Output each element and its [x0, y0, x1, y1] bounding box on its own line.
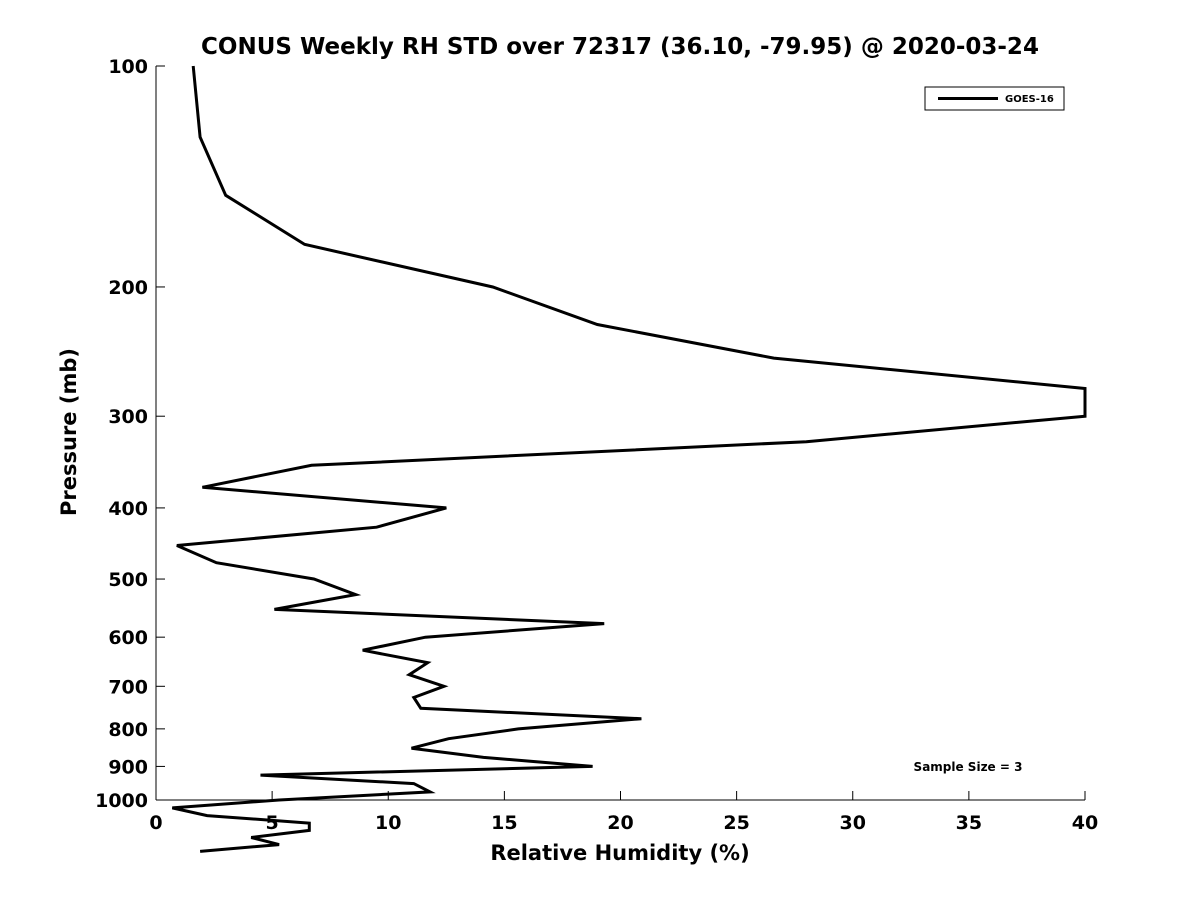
sample-size-annotation: Sample Size = 3 [914, 760, 1023, 774]
x-tick-label: 35 [956, 812, 982, 834]
y-tick-label: 700 [108, 676, 148, 698]
series-line-goes-16 [171, 65, 1087, 853]
y-tick-label: 200 [108, 277, 148, 299]
y-tick-label: 300 [108, 406, 148, 428]
y-tick-label: 500 [108, 569, 148, 591]
x-tick-label: 10 [375, 812, 401, 834]
x-axis-ticks: 0 5 10 15 20 25 30 35 40 [149, 791, 1098, 834]
x-tick-label: 0 [149, 812, 162, 834]
x-tick-label: 20 [607, 812, 633, 834]
y-tick-label: 1000 [95, 790, 148, 812]
y-axis-ticks: 100 200 300 400 500 600 700 800 900 1000 [95, 56, 165, 812]
axes [155, 66, 1085, 801]
x-tick-label: 25 [723, 812, 749, 834]
y-tick-label: 400 [108, 498, 148, 520]
chart-title: CONUS Weekly RH STD over 72317 (36.10, -… [201, 34, 1039, 60]
x-tick-label: 30 [840, 812, 866, 834]
y-axis-label: Pressure (mb) [57, 348, 81, 516]
y-tick-label: 100 [108, 56, 148, 78]
x-tick-label: 15 [491, 812, 517, 834]
y-tick-label: 600 [108, 627, 148, 649]
x-tick-label: 40 [1072, 812, 1098, 834]
legend: GOES-16 [924, 86, 1065, 111]
x-axis-label: Relative Humidity (%) [490, 841, 749, 865]
y-tick-label: 800 [108, 719, 148, 741]
y-tick-label: 900 [108, 756, 148, 778]
legend-label-goes-16: GOES-16 [1005, 94, 1054, 105]
x-tick-label: 5 [266, 812, 279, 834]
series-group [171, 65, 1087, 853]
